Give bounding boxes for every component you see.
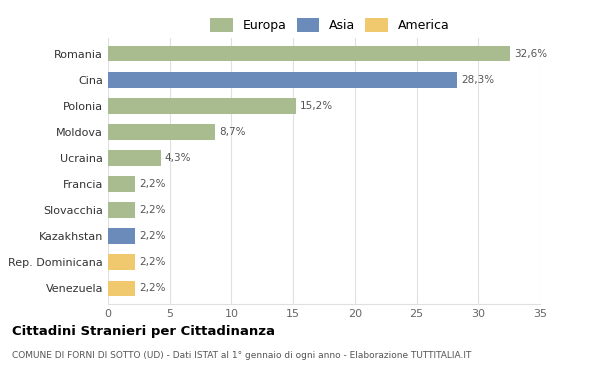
Text: 32,6%: 32,6%	[514, 49, 547, 59]
Text: Cittadini Stranieri per Cittadinanza: Cittadini Stranieri per Cittadinanza	[12, 325, 275, 338]
Bar	[108, 255, 135, 270]
Bar	[108, 228, 135, 244]
Text: 4,3%: 4,3%	[165, 153, 191, 163]
Bar	[108, 150, 161, 166]
Bar	[108, 176, 135, 192]
Bar	[108, 46, 511, 62]
Text: 2,2%: 2,2%	[139, 231, 166, 241]
Legend: Europa, Asia, America: Europa, Asia, America	[206, 14, 454, 36]
Text: 2,2%: 2,2%	[139, 205, 166, 215]
Text: 2,2%: 2,2%	[139, 179, 166, 189]
Bar	[108, 72, 457, 87]
Bar	[108, 98, 296, 114]
Bar	[108, 280, 135, 296]
Bar	[108, 202, 135, 218]
Text: 15,2%: 15,2%	[299, 101, 332, 111]
Text: 28,3%: 28,3%	[461, 75, 494, 85]
Bar	[108, 124, 215, 140]
Text: COMUNE DI FORNI DI SOTTO (UD) - Dati ISTAT al 1° gennaio di ogni anno - Elaboraz: COMUNE DI FORNI DI SOTTO (UD) - Dati IST…	[12, 352, 472, 361]
Text: 2,2%: 2,2%	[139, 283, 166, 293]
Text: 2,2%: 2,2%	[139, 257, 166, 267]
Text: 8,7%: 8,7%	[219, 127, 245, 137]
